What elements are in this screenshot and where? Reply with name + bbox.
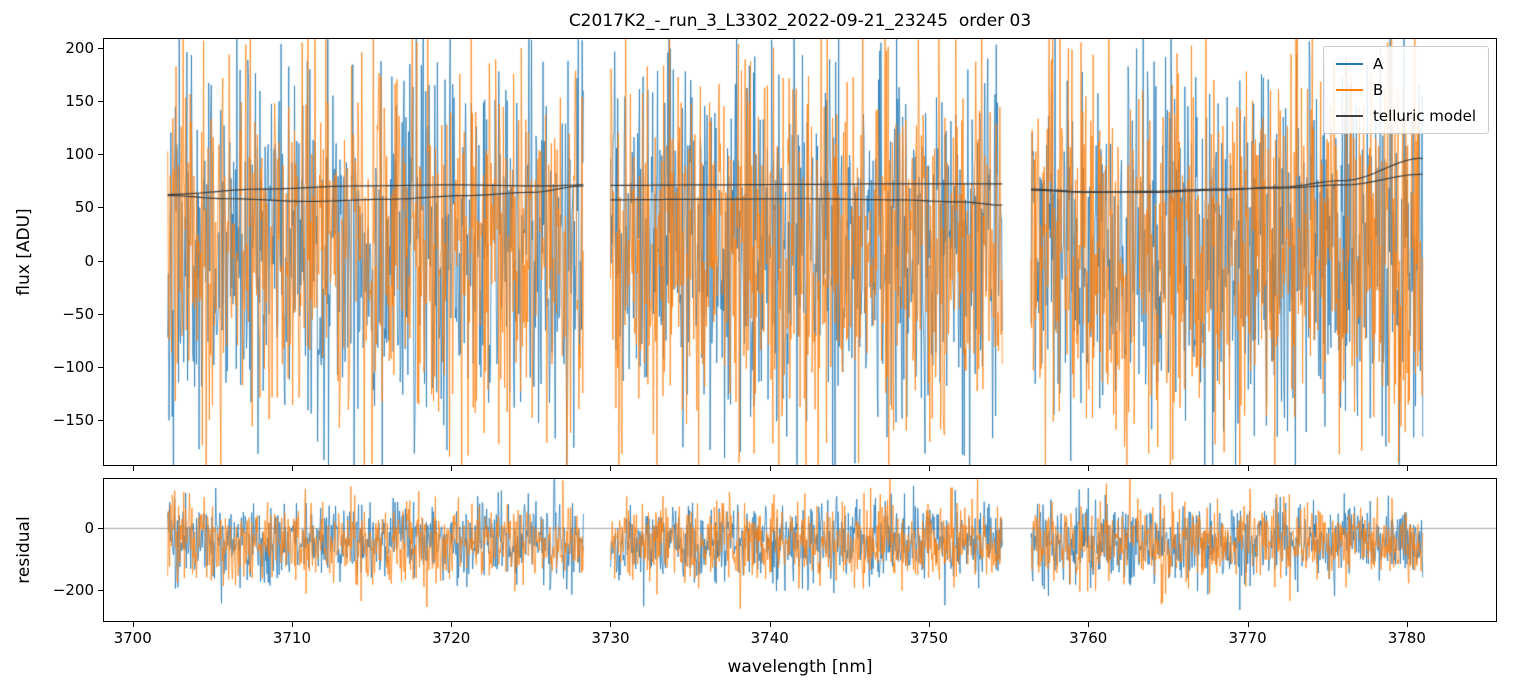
residual-plot-canvas [104, 479, 1496, 621]
legend-item-b: B [1335, 81, 1476, 99]
legend-label-a: A [1372, 55, 1384, 73]
x-tick-mark [451, 466, 453, 471]
y-tick-label: 200 [65, 38, 94, 57]
y-tick-label: 100 [65, 145, 94, 164]
plot-title: C2017K2_-_run_3_L3302_2022-09-21_23245 o… [568, 11, 1032, 31]
y-tick-mark [98, 367, 103, 369]
flux-axis-label: flux [ADU] [14, 208, 34, 296]
x-tick-label: 3700 [113, 629, 152, 647]
x-tick-label: 3710 [272, 629, 312, 647]
x-tick-mark [929, 466, 930, 471]
residual-panel [103, 478, 1497, 622]
x-tick-mark [610, 622, 612, 627]
x-tick-mark [1247, 466, 1249, 471]
x-tick-mark [929, 622, 930, 627]
x-tick-mark [1406, 466, 1408, 471]
y-tick-mark [98, 590, 103, 592]
y-tick-mark [98, 207, 103, 209]
y-tick-mark [98, 313, 103, 315]
x-axis-label: wavelength [nm] [727, 657, 873, 677]
x-tick-mark [291, 622, 293, 627]
residual-axis-label: residual [14, 516, 34, 584]
y-tick-mark [98, 260, 103, 262]
x-tick-label: 3760 [1069, 629, 1108, 647]
x-tick-mark [1088, 622, 1090, 627]
x-tick-mark [132, 622, 134, 627]
x-tick-mark [451, 622, 453, 627]
x-tick-mark [769, 622, 771, 627]
y-tick-label: 0 [84, 251, 94, 270]
x-tick-mark [1406, 622, 1408, 627]
legend-line-b [1335, 89, 1363, 91]
x-tick-mark [1088, 466, 1090, 471]
legend-line-a [1335, 63, 1363, 65]
y-tick-mark [98, 154, 103, 156]
y-tick-label: 0 [84, 519, 94, 538]
y-tick-label: −200 [52, 581, 94, 600]
y-tick-mark [98, 420, 103, 422]
x-tick-mark [610, 466, 612, 471]
y-tick-label: −100 [52, 358, 94, 377]
x-tick-label: 3740 [750, 629, 789, 647]
x-tick-mark [1247, 622, 1249, 627]
flux-plot-canvas [104, 39, 1496, 465]
legend-item-a: A [1335, 55, 1476, 73]
y-tick-mark [98, 528, 103, 530]
x-tick-label: 3730 [591, 629, 630, 647]
x-tick-label: 3750 [909, 629, 949, 647]
legend-line-telluric-model [1335, 115, 1363, 117]
x-tick-mark [769, 466, 771, 471]
y-tick-label: 150 [65, 91, 94, 110]
legend-label-b: B [1372, 81, 1384, 99]
y-tick-label: −50 [62, 304, 94, 323]
x-tick-label: 3770 [1228, 629, 1267, 647]
x-tick-label: 3780 [1387, 629, 1426, 647]
y-tick-mark [98, 100, 103, 102]
x-tick-mark [132, 466, 134, 471]
x-tick-label: 3720 [432, 629, 471, 647]
y-tick-label: 50 [74, 198, 94, 217]
legend-label-telluric-model: telluric model [1372, 107, 1476, 125]
y-tick-mark [98, 47, 103, 49]
y-tick-label: −150 [52, 411, 94, 430]
x-tick-mark [291, 466, 293, 471]
legend-item-telluric-model: telluric model [1335, 107, 1476, 125]
